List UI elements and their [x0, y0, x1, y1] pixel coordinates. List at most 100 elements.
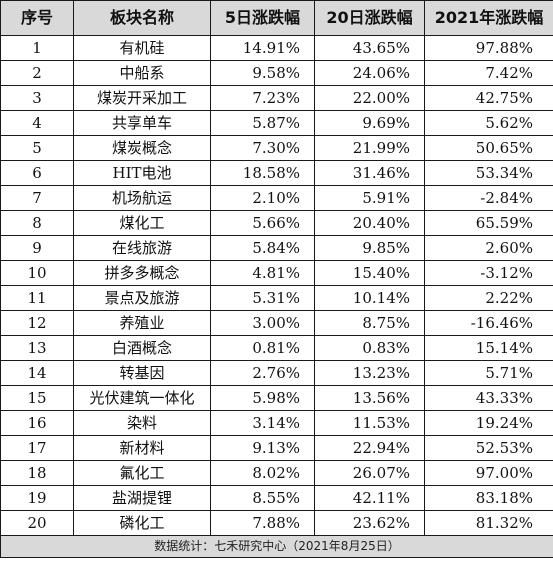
- cell-sector-name: 在线旅游: [73, 235, 211, 261]
- cell-5day-change: 5.98%: [210, 385, 315, 411]
- table-row: 3 煤炭开采加工 7.23% 22.00% 42.75%: [0, 85, 553, 111]
- table-row: 8 煤化工 5.66% 20.40% 65.59%: [0, 210, 553, 236]
- cell-index: 10: [0, 260, 74, 286]
- cell-5day-change: 5.31%: [210, 285, 315, 311]
- table-row: 20 磷化工 7.88% 23.62% 81.32%: [0, 510, 553, 536]
- cell-index: 12: [0, 310, 74, 336]
- header-sector-name: 板块名称: [73, 0, 211, 36]
- cell-sector-name: 氟化工: [73, 460, 211, 486]
- cell-5day-change: 4.81%: [210, 260, 315, 286]
- cell-sector-name: 磷化工: [73, 510, 211, 536]
- cell-sector-name: 转基因: [73, 360, 211, 386]
- cell-2021-change: -3.12%: [424, 260, 553, 286]
- table-row: 4 共享单车 5.87% 9.69% 5.62%: [0, 110, 553, 136]
- cell-20day-change: 8.75%: [314, 310, 425, 336]
- table-row: 7 机场航运 2.10% 5.91% -2.84%: [0, 185, 553, 211]
- cell-5day-change: 2.76%: [210, 360, 315, 386]
- cell-index: 8: [0, 210, 74, 236]
- cell-2021-change: 53.34%: [424, 160, 553, 186]
- cell-20day-change: 13.56%: [314, 385, 425, 411]
- table-row: 13 白酒概念 0.81% 0.83% 15.14%: [0, 335, 553, 361]
- cell-5day-change: 7.30%: [210, 135, 315, 161]
- cell-sector-name: 拼多多概念: [73, 260, 211, 286]
- cell-2021-change: 42.75%: [424, 85, 553, 111]
- cell-2021-change: -16.46%: [424, 310, 553, 336]
- table-row: 17 新材料 9.13% 22.94% 52.53%: [0, 435, 553, 461]
- cell-20day-change: 9.85%: [314, 235, 425, 261]
- cell-5day-change: 5.87%: [210, 110, 315, 136]
- header-20day-change: 20日涨跌幅: [314, 0, 425, 36]
- header-5day-change: 5日涨跌幅: [210, 0, 315, 36]
- cell-5day-change: 8.02%: [210, 460, 315, 486]
- cell-2021-change: 50.65%: [424, 135, 553, 161]
- cell-5day-change: 2.10%: [210, 185, 315, 211]
- cell-20day-change: 31.46%: [314, 160, 425, 186]
- header-2021-change: 2021年涨跌幅: [424, 0, 553, 36]
- cell-20day-change: 9.69%: [314, 110, 425, 136]
- cell-index: 11: [0, 285, 74, 311]
- data-source-note: 数据统计：七禾研究中心（2021年8月25日）: [0, 535, 553, 558]
- cell-5day-change: 5.66%: [210, 210, 315, 236]
- table-row: 1 有机硅 14.91% 43.65% 97.88%: [0, 35, 553, 61]
- cell-5day-change: 8.55%: [210, 485, 315, 511]
- cell-20day-change: 5.91%: [314, 185, 425, 211]
- cell-2021-change: 19.24%: [424, 410, 553, 436]
- cell-20day-change: 15.40%: [314, 260, 425, 286]
- table-row: 11 景点及旅游 5.31% 10.14% 2.22%: [0, 285, 553, 311]
- cell-sector-name: 煤炭概念: [73, 135, 211, 161]
- cell-2021-change: 5.71%: [424, 360, 553, 386]
- cell-2021-change: 7.42%: [424, 60, 553, 86]
- table-body: 1 有机硅 14.91% 43.65% 97.88% 2 中船系 9.58% 24.06% 7.4…: [0, 35, 553, 536]
- cell-2021-change: 52.53%: [424, 435, 553, 461]
- cell-sector-name: 新材料: [73, 435, 211, 461]
- table-row: 2 中船系 9.58% 24.06% 7.42%: [0, 60, 553, 86]
- cell-2021-change: 15.14%: [424, 335, 553, 361]
- cell-5day-change: 18.58%: [210, 160, 315, 186]
- cell-20day-change: 0.83%: [314, 335, 425, 361]
- cell-sector-name: 染料: [73, 410, 211, 436]
- table-row: 18 氟化工 8.02% 26.07% 97.00%: [0, 460, 553, 486]
- cell-20day-change: 13.23%: [314, 360, 425, 386]
- cell-index: 19: [0, 485, 74, 511]
- cell-index: 14: [0, 360, 74, 386]
- cell-index: 6: [0, 160, 74, 186]
- cell-20day-change: 21.99%: [314, 135, 425, 161]
- cell-index: 13: [0, 335, 74, 361]
- table-row: 6 HIT电池 18.58% 31.46% 53.34%: [0, 160, 553, 186]
- table-row: 15 光伏建筑一体化 5.98% 13.56% 43.33%: [0, 385, 553, 411]
- cell-index: 4: [0, 110, 74, 136]
- cell-index: 5: [0, 135, 74, 161]
- cell-2021-change: -2.84%: [424, 185, 553, 211]
- cell-2021-change: 97.88%: [424, 35, 553, 61]
- table-row: 12 养殖业 3.00% 8.75% -16.46%: [0, 310, 553, 336]
- cell-index: 17: [0, 435, 74, 461]
- cell-sector-name: 盐湖提锂: [73, 485, 211, 511]
- table-row: 19 盐湖提锂 8.55% 42.11% 83.18%: [0, 485, 553, 511]
- cell-20day-change: 26.07%: [314, 460, 425, 486]
- cell-index: 9: [0, 235, 74, 261]
- footer-row: 数据统计：七禾研究中心（2021年8月25日）: [0, 535, 553, 558]
- table-row: 14 转基因 2.76% 13.23% 5.71%: [0, 360, 553, 386]
- cell-sector-name: 煤炭开采加工: [73, 85, 211, 111]
- cell-5day-change: 3.00%: [210, 310, 315, 336]
- cell-2021-change: 2.22%: [424, 285, 553, 311]
- cell-2021-change: 83.18%: [424, 485, 553, 511]
- cell-index: 3: [0, 85, 74, 111]
- table-row: 16 染料 3.14% 11.53% 19.24%: [0, 410, 553, 436]
- cell-2021-change: 2.60%: [424, 235, 553, 261]
- cell-5day-change: 5.84%: [210, 235, 315, 261]
- cell-2021-change: 97.00%: [424, 460, 553, 486]
- cell-20day-change: 11.53%: [314, 410, 425, 436]
- cell-sector-name: 煤化工: [73, 210, 211, 236]
- cell-sector-name: 白酒概念: [73, 335, 211, 361]
- cell-2021-change: 43.33%: [424, 385, 553, 411]
- cell-index: 16: [0, 410, 74, 436]
- cell-2021-change: 5.62%: [424, 110, 553, 136]
- cell-5day-change: 7.23%: [210, 85, 315, 111]
- cell-sector-name: 光伏建筑一体化: [73, 385, 211, 411]
- table-row: 5 煤炭概念 7.30% 21.99% 50.65%: [0, 135, 553, 161]
- table-row: 10 拼多多概念 4.81% 15.40% -3.12%: [0, 260, 553, 286]
- cell-2021-change: 81.32%: [424, 510, 553, 536]
- cell-index: 7: [0, 185, 74, 211]
